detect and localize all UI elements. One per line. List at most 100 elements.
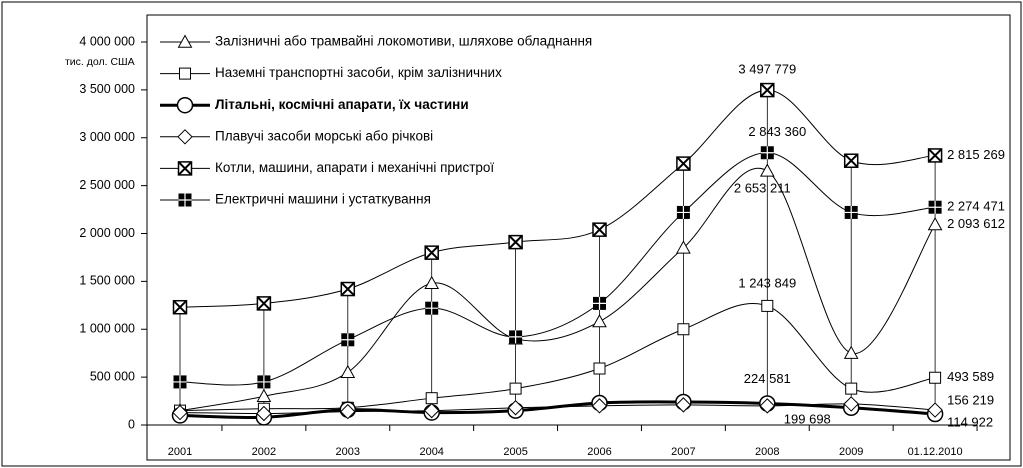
legend-item: Літальні, космічні апарати, їх частини	[160, 97, 469, 112]
marker	[256, 388, 272, 402]
marker-shape	[507, 400, 524, 416]
y-tick-label: 1 000 000	[79, 322, 135, 336]
marker-shape	[172, 300, 188, 315]
marker-shape	[928, 200, 942, 214]
legend-item: Електричні машини і устаткування	[160, 192, 431, 207]
y-unit-label: тис. дол. США	[65, 56, 135, 68]
marker	[177, 129, 193, 145]
marker	[592, 314, 607, 328]
legend-item: Котли, машини, апарати і механічні прист…	[160, 160, 494, 175]
marker	[509, 382, 522, 395]
marker	[592, 222, 607, 237]
marker-shape	[424, 275, 440, 289]
marker-shape	[843, 396, 859, 412]
marker-shape	[177, 161, 193, 176]
x-tick-label: 2007	[671, 446, 695, 458]
marker	[508, 234, 523, 250]
marker-shape	[177, 34, 193, 48]
y-tick-label: 3 000 000	[79, 130, 135, 144]
marker	[591, 398, 608, 414]
legend-label: Залізничні або трамвайні локомотиви, шля…	[215, 34, 592, 49]
marker	[676, 156, 691, 171]
marker-shape	[257, 375, 271, 389]
marker	[178, 193, 192, 207]
legend-label: Літальні, космічні апарати, їх частини	[215, 97, 469, 112]
marker	[593, 362, 606, 375]
series-line	[179, 89, 936, 308]
marker	[340, 403, 356, 420]
plot-frame	[146, 14, 1011, 461]
data-label: 199 698	[784, 411, 831, 426]
y-tick-label: 3 500 000	[79, 82, 135, 96]
y-tick-label: 500 000	[90, 369, 135, 383]
marker-shape	[173, 375, 187, 389]
marker	[844, 205, 858, 219]
marker-shape	[760, 82, 775, 98]
marker-shape	[423, 402, 440, 419]
marker	[177, 161, 193, 176]
marker	[176, 96, 194, 114]
marker-shape	[256, 405, 272, 422]
marker-shape	[760, 146, 774, 160]
marker-shape	[844, 205, 858, 219]
marker-shape	[177, 129, 193, 145]
data-label: 224 581	[744, 371, 791, 386]
marker	[423, 402, 440, 419]
legend-item: Наземні транспортні засоби, крім залізни…	[160, 65, 502, 80]
x-tick-label: 2005	[503, 446, 527, 458]
legend-item: Залізничні або трамвайні локомотиви, шля…	[160, 34, 592, 49]
marker-shape	[676, 240, 691, 254]
marker-shape	[927, 402, 943, 418]
marker	[927, 402, 943, 418]
marker-shape	[676, 205, 690, 219]
x-tick-label: 2002	[252, 446, 276, 458]
marker	[424, 275, 440, 289]
marker-shape	[172, 404, 188, 421]
legend-label: Наземні транспортні засоби, крім залізни…	[215, 65, 502, 80]
marker	[759, 398, 776, 414]
marker	[761, 299, 774, 312]
marker-shape	[509, 382, 522, 395]
y-tick-label: 0	[128, 417, 135, 431]
marker	[675, 397, 692, 413]
marker-shape	[592, 222, 607, 237]
marker	[172, 404, 188, 421]
marker-shape	[845, 382, 858, 395]
marker	[843, 153, 859, 168]
legend-label: Котли, машини, апарати і механічні прист…	[215, 160, 494, 175]
marker-shape	[592, 314, 607, 328]
marker-shape	[508, 234, 523, 250]
marker-shape	[341, 333, 355, 347]
marker	[257, 375, 271, 389]
marker	[929, 371, 942, 384]
marker-shape	[509, 330, 523, 344]
marker	[593, 296, 606, 310]
series-line	[179, 152, 936, 386]
marker	[677, 323, 690, 336]
data-label: 2 093 612	[947, 216, 1005, 231]
marker	[759, 163, 775, 177]
legend-item: Плавучі засоби морські або річкові	[160, 128, 433, 143]
marker	[676, 205, 690, 219]
marker-shape	[843, 345, 859, 359]
marker-shape	[593, 362, 606, 375]
data-label: 3 497 779	[738, 62, 796, 77]
marker-shape	[176, 96, 194, 114]
x-tick-label: 2003	[336, 446, 360, 458]
marker-shape	[759, 398, 776, 414]
marker-shape	[927, 148, 943, 163]
marker-shape	[340, 403, 356, 420]
y-tick-label: 1 500 000	[79, 274, 135, 288]
marker	[177, 34, 193, 48]
marker-shape	[929, 371, 942, 384]
data-label: 2 815 269	[947, 147, 1005, 162]
marker-shape	[927, 217, 943, 231]
marker-shape	[591, 398, 608, 414]
marker	[425, 392, 438, 405]
marker	[927, 217, 943, 231]
x-tick-label: 2006	[587, 446, 611, 458]
marker-shape	[759, 163, 775, 177]
marker	[509, 330, 523, 344]
marker	[760, 82, 775, 98]
